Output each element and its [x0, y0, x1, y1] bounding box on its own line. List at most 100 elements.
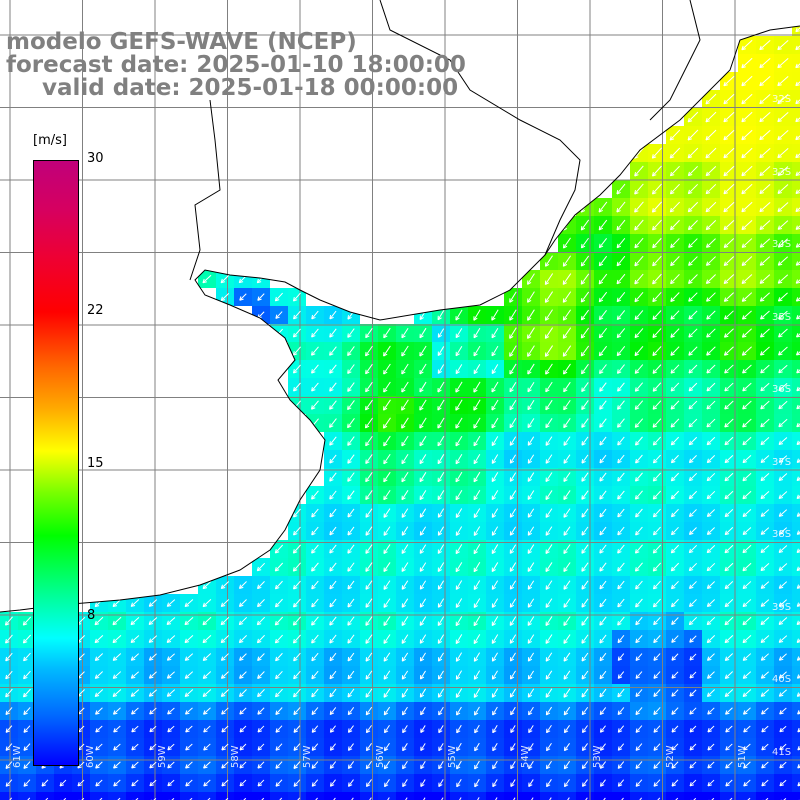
wind-arrow [742, 364, 752, 374]
wind-arrow [509, 544, 517, 554]
wind-arrow [599, 526, 607, 536]
speed-cell [180, 792, 198, 800]
wind-arrow [634, 346, 644, 357]
wind-arrow [23, 779, 31, 787]
wind-arrow [419, 472, 427, 483]
wind-arrow [185, 707, 193, 715]
wind-arrow [690, 797, 697, 800]
wind-arrow [401, 381, 409, 393]
wind-arrow [131, 707, 139, 715]
wind-arrow [724, 310, 734, 320]
wind-arrow [599, 598, 607, 608]
wind-arrow [688, 310, 698, 320]
wind-arrow [544, 291, 554, 303]
wind-arrow [777, 147, 789, 159]
wind-arrow [689, 689, 697, 697]
wind-arrow [706, 616, 716, 626]
wind-arrow [256, 562, 266, 572]
wind-arrow [347, 310, 355, 320]
wind-arrow [617, 526, 625, 536]
wind-arrow [688, 490, 698, 500]
wind-arrow [795, 9, 800, 15]
wind-arrow [293, 652, 301, 662]
wind-arrow [166, 653, 175, 661]
wind-arrow [689, 581, 697, 590]
wind-arrow [365, 435, 373, 447]
wind-arrow [383, 526, 391, 536]
wind-arrow [293, 670, 301, 680]
wind-arrow [796, 476, 800, 482]
wind-arrow [455, 508, 463, 518]
wind-arrow [705, 256, 716, 266]
wind-arrow [23, 725, 31, 733]
speed-cell [792, 306, 800, 324]
colorbar-tick-30: 30 [87, 151, 104, 166]
lon-label: 61W [12, 745, 23, 768]
wind-arrow [778, 473, 788, 481]
wind-arrow [509, 381, 517, 393]
wind-arrow [653, 671, 661, 679]
wind-arrow [795, 189, 800, 194]
wind-arrow [329, 454, 337, 464]
wind-arrow [437, 309, 445, 321]
lon-label: 60W [84, 745, 96, 768]
wind-arrow [419, 381, 427, 393]
wind-arrow [617, 725, 625, 733]
wind-arrow [491, 417, 499, 429]
wind-arrow [742, 634, 752, 644]
wind-arrow [545, 508, 553, 518]
speed-cell [792, 342, 800, 360]
wind-arrow [741, 310, 752, 320]
wind-arrow [185, 779, 193, 787]
wind-arrow [669, 129, 681, 141]
wind-arrow [510, 779, 516, 787]
wind-arrow [706, 509, 716, 518]
wind-arrow [509, 562, 517, 572]
wind-arrow [670, 472, 680, 482]
wind-arrow [778, 689, 788, 697]
wind-arrow [562, 309, 572, 321]
wind-arrow [492, 743, 498, 752]
speed-cell [792, 378, 800, 396]
wind-arrow [742, 436, 752, 446]
wind-arrow [546, 779, 552, 788]
wind-arrow [509, 580, 517, 590]
wind-arrow [455, 399, 463, 411]
wind-arrow [617, 472, 625, 482]
wind-arrow [742, 509, 752, 518]
wind-arrow [456, 778, 462, 788]
wind-arrow [329, 436, 337, 446]
wind-arrow [706, 527, 715, 536]
wind-arrow [401, 454, 409, 465]
wind-arrow [239, 707, 247, 715]
wind-arrow [347, 688, 355, 698]
wind-arrow [723, 201, 735, 213]
wind-arrow [688, 418, 698, 428]
wind-arrow [546, 742, 552, 752]
wind-arrow [131, 779, 139, 787]
speed-cell [792, 702, 800, 720]
wind-arrow [759, 220, 771, 230]
wind-arrow [724, 382, 734, 392]
wind-arrow [148, 689, 158, 697]
wind-arrow [311, 562, 319, 572]
wind-arrow [759, 129, 771, 141]
wind-arrow [510, 743, 516, 752]
speed-cell [54, 792, 72, 800]
wind-arrow [5, 652, 13, 662]
speed-cell [702, 792, 720, 800]
wind-arrow [437, 346, 445, 357]
wind-arrow [148, 671, 157, 679]
wind-arrow [203, 743, 211, 751]
wind-arrow [724, 400, 734, 410]
wind-arrow [688, 562, 698, 572]
wind-arrow [778, 382, 788, 392]
wind-arrow [459, 797, 462, 800]
wind-arrow [778, 346, 788, 356]
wind-arrow [742, 544, 752, 554]
wind-arrow [549, 797, 552, 800]
wind-arrow [329, 508, 337, 518]
wind-arrow [581, 616, 589, 626]
wind-arrow [293, 688, 301, 698]
wind-arrow [456, 724, 462, 734]
